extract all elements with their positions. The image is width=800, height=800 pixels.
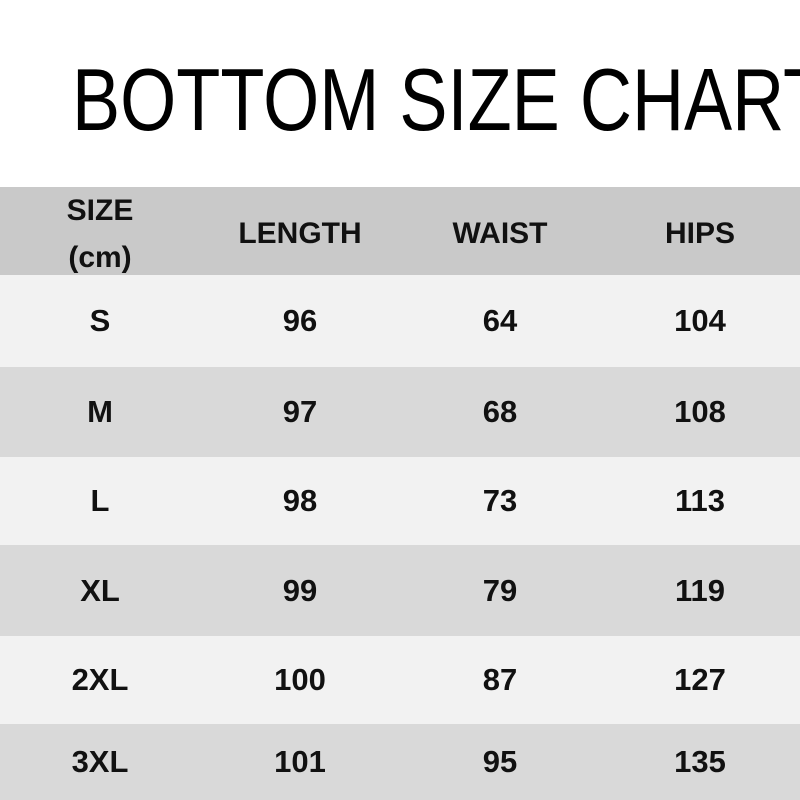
size-cell: L bbox=[90, 483, 110, 518]
header-cell-size: SIZE (cm) bbox=[0, 187, 200, 281]
table-row-m: M 97 68 108 bbox=[0, 367, 800, 457]
waist-cell: 73 bbox=[482, 483, 518, 518]
size-cell: S bbox=[89, 303, 111, 338]
size-header-label: SIZE bbox=[66, 194, 134, 227]
header-cell-waist: WAIST bbox=[452, 217, 548, 250]
header-cell-hips: HIPS bbox=[664, 217, 736, 250]
length-cell: 101 bbox=[274, 744, 326, 779]
size-table: SIZE (cm) LENGTH WAIST HIPS S 96 64 104 … bbox=[0, 187, 800, 800]
length-cell: 98 bbox=[282, 483, 318, 518]
hips-cell: 127 bbox=[674, 662, 726, 697]
table-header-row: SIZE (cm) LENGTH WAIST HIPS bbox=[0, 187, 800, 275]
hips-cell: 119 bbox=[674, 572, 725, 608]
length-cell: 99 bbox=[282, 572, 318, 608]
size-cell: M bbox=[87, 394, 113, 429]
header-cell-length: LENGTH bbox=[238, 217, 362, 250]
table-row-l: L 98 73 113 bbox=[0, 457, 800, 545]
length-cell: 96 bbox=[282, 303, 318, 338]
hips-cell: 113 bbox=[674, 483, 725, 518]
hips-cell: 108 bbox=[674, 394, 726, 429]
waist-cell: 64 bbox=[482, 303, 518, 338]
size-cell: 2XL bbox=[71, 662, 129, 697]
hips-cell: 135 bbox=[674, 744, 726, 779]
waist-cell: 87 bbox=[482, 662, 518, 697]
length-cell: 100 bbox=[274, 662, 326, 697]
page-title: BOTTOM SIZE CHART bbox=[72, 50, 800, 149]
waist-cell: 95 bbox=[482, 744, 518, 779]
table-row-3xl: 3XL 101 95 135 bbox=[0, 724, 800, 800]
table-row-xl: XL 99 79 119 bbox=[0, 545, 800, 636]
hips-cell: 104 bbox=[674, 303, 726, 338]
waist-cell: 68 bbox=[482, 394, 518, 429]
table-row-s: S 96 64 104 bbox=[0, 275, 800, 367]
table-row-2xl: 2XL 100 87 127 bbox=[0, 636, 800, 724]
length-cell: 97 bbox=[282, 394, 318, 429]
size-cell: XL bbox=[80, 572, 120, 608]
size-cell: 3XL bbox=[71, 744, 129, 779]
waist-cell: 79 bbox=[482, 572, 518, 608]
size-header-unit: (cm) bbox=[68, 241, 132, 274]
